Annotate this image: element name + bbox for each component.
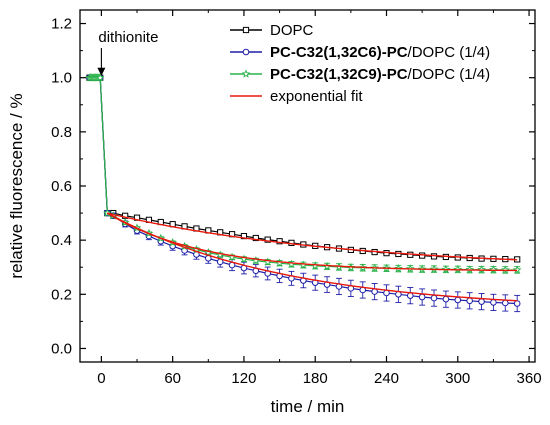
annotation-arrowhead bbox=[97, 67, 106, 76]
y-tick-label: 0.2 bbox=[51, 286, 72, 303]
legend-item-c9: PC-C32(1,32C9)-PC/DOPC (1/4) bbox=[230, 66, 490, 83]
data-point bbox=[264, 236, 271, 243]
data-point bbox=[513, 300, 521, 307]
data-point bbox=[454, 296, 462, 304]
legend-label-rest: /DOPC (1/4) bbox=[408, 44, 491, 61]
fit-curve-c9 bbox=[106, 212, 518, 272]
data-point bbox=[502, 299, 509, 307]
data-point bbox=[276, 238, 283, 245]
x-tick-label: 360 bbox=[517, 370, 542, 387]
data-point bbox=[95, 73, 105, 82]
data-point bbox=[442, 295, 450, 303]
data-point bbox=[406, 292, 414, 299]
data-point bbox=[500, 265, 510, 274]
legend-marker bbox=[241, 69, 251, 78]
legend-label: DOPC bbox=[270, 22, 314, 39]
data-point bbox=[252, 234, 259, 242]
series-layer bbox=[85, 73, 522, 313]
x-tick-label: 0 bbox=[97, 370, 105, 387]
series-c6 bbox=[86, 74, 521, 313]
legend-marker bbox=[242, 48, 250, 56]
legend-label-bold: PC-C32(1,32C9)-PC bbox=[270, 66, 408, 83]
y-tick-label: 0.0 bbox=[51, 340, 72, 357]
data-point bbox=[489, 265, 498, 274]
data-point bbox=[418, 293, 426, 301]
legend-item-dopc: DOPC bbox=[230, 22, 314, 39]
x-tick-label: 240 bbox=[374, 370, 399, 387]
data-point bbox=[478, 298, 485, 305]
x-tick-label: 180 bbox=[303, 370, 328, 387]
x-tick-label: 60 bbox=[164, 370, 181, 387]
y-axis-title: relative fluorescence / % bbox=[7, 93, 26, 278]
data-point bbox=[466, 297, 473, 305]
data-point bbox=[512, 265, 522, 274]
legend-marker bbox=[242, 26, 250, 34]
y-tick-label: 1.2 bbox=[51, 16, 72, 33]
series-line bbox=[89, 77, 518, 271]
fit-curve-c6 bbox=[106, 212, 518, 302]
data-point bbox=[240, 232, 248, 240]
legend-label: PC-C32(1,32C9)-PC/DOPC (1/4) bbox=[270, 66, 490, 83]
legend-item-fit: exponential fit bbox=[230, 88, 363, 105]
x-tick-label: 120 bbox=[231, 370, 256, 387]
fit-curves bbox=[106, 212, 518, 302]
y-tick-label: 1.0 bbox=[51, 70, 72, 87]
data-point bbox=[430, 253, 438, 260]
legend-label-rest: DOPC bbox=[270, 22, 314, 39]
legend-label-rest: exponential fit bbox=[270, 88, 363, 105]
x-tick-label: 300 bbox=[445, 370, 470, 387]
legend-label-rest: /DOPC (1/4) bbox=[408, 66, 491, 83]
fit-curve-dopc bbox=[107, 212, 518, 261]
legend-label: exponential fit bbox=[270, 88, 363, 105]
legend-item-c6: PC-C32(1,32C6)-PC/DOPC (1/4) bbox=[230, 44, 490, 61]
legend-label: PC-C32(1,32C6)-PC/DOPC (1/4) bbox=[270, 44, 490, 61]
x-axis-title: time / min bbox=[271, 397, 345, 416]
y-tick-label: 0.6 bbox=[51, 178, 72, 195]
data-point bbox=[430, 294, 438, 302]
legend-label-bold: PC-C32(1,32C6)-PC bbox=[270, 44, 408, 61]
y-tick-label: 0.8 bbox=[51, 124, 72, 141]
y-tick-label: 0.4 bbox=[51, 232, 72, 249]
data-point bbox=[490, 299, 497, 306]
data-point bbox=[453, 264, 463, 274]
data-point bbox=[477, 265, 486, 274]
axes: 0 60 120 180 240 300 360 0.0 0.2 0.4 0.6 0.8 1.0 1.2 bbox=[51, 10, 542, 387]
dithionite-annotation: dithionite bbox=[98, 29, 158, 46]
